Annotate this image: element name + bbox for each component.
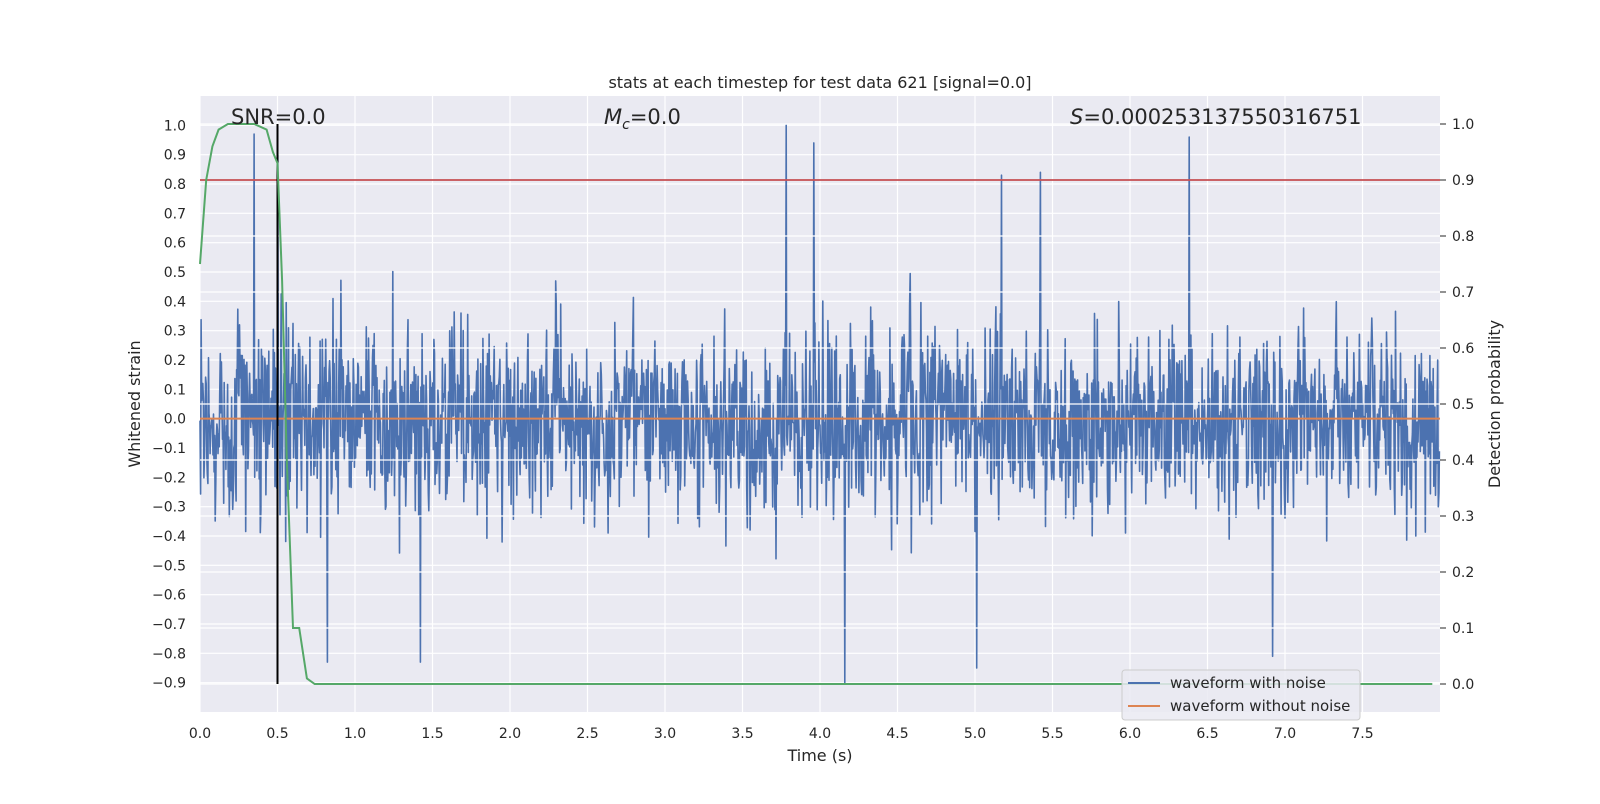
- x-tick-label: 4.0: [809, 726, 831, 742]
- ticks: 0.0 0.5 1.0 1.5 2.0 2.5 3.0 3.5 4.0 4.5 5.0 5.5 6.0 6…: [152, 117, 1474, 742]
- x-tick-label: 7.0: [1274, 726, 1296, 742]
- y-tick-label-right: 0.7: [1452, 285, 1474, 301]
- x-tick-label: 2.0: [499, 726, 521, 742]
- x-tick-label: 5.0: [964, 726, 986, 742]
- y-tick-label-left: 0.6: [164, 236, 186, 252]
- x-tick-label: 6.5: [1196, 726, 1218, 742]
- mc-annotation: Mc=0.0: [604, 105, 681, 133]
- legend-box: [1121, 669, 1361, 721]
- x-tick-label: 0.0: [189, 726, 211, 742]
- y-tick-label-right: 0.2: [1452, 565, 1474, 581]
- y-tick-label-right: 0.0: [1452, 677, 1474, 693]
- x-tick-label: 7.5: [1351, 726, 1373, 742]
- y-axis-label-left: Whitened strain: [125, 340, 144, 467]
- x-tick-label: 4.5: [886, 726, 908, 742]
- y-tick-label-right: 0.4: [1452, 453, 1474, 469]
- y-tick-label-left: −0.8: [152, 646, 186, 662]
- x-tick-label: 0.5: [266, 726, 288, 742]
- s-annotation: S=0.000253137550316751: [1070, 105, 1361, 129]
- chart-title: stats at each timestep for test data 621…: [608, 73, 1031, 92]
- y-tick-label-left: −0.2: [152, 470, 186, 486]
- y-tick-label-right: 0.8: [1452, 229, 1474, 245]
- x-tick-label: 6.0: [1119, 726, 1141, 742]
- y-tick-label-left: −0.9: [152, 676, 186, 692]
- overlays: [199, 123, 1440, 685]
- y-tick-label-right: 0.5: [1452, 397, 1474, 413]
- mc-subscript: c: [622, 117, 630, 133]
- y-tick-label-left: −0.3: [152, 500, 186, 516]
- y-tick-label-right: 0.1: [1452, 621, 1474, 637]
- y-tick-label-left: −0.7: [152, 617, 186, 633]
- y-tick-label-left: 0.7: [164, 206, 186, 222]
- y-tick-label-left: 0.0: [164, 412, 186, 428]
- y-tick-label-right: 0.9: [1452, 173, 1474, 189]
- y-tick-label-left: −0.1: [152, 441, 186, 457]
- x-tick-label: 1.0: [344, 726, 366, 742]
- y-tick-label-left: 0.1: [164, 382, 186, 398]
- y-tick-label-left: 0.4: [164, 294, 186, 310]
- x-axis-label: Time (s): [786, 746, 852, 765]
- y-tick-label-left: 0.8: [164, 177, 186, 193]
- y-axis-label-right: Detection probability: [1485, 320, 1504, 488]
- x-tick-label: 1.5: [421, 726, 443, 742]
- mc-value: =0.0: [630, 105, 681, 129]
- legend-label-noise: waveform with noise: [1170, 674, 1326, 692]
- snr-annotation: SNR=0.0: [231, 105, 326, 129]
- s-value: =0.000253137550316751: [1083, 105, 1361, 129]
- x-tick-label: 3.0: [654, 726, 676, 742]
- y-tick-label-left: −0.6: [152, 588, 186, 604]
- mc-symbol: M: [604, 105, 622, 129]
- y-tick-label-left: −0.4: [152, 529, 186, 545]
- y-tick-label-left: 0.2: [164, 353, 186, 369]
- x-tick-label: 2.5: [576, 726, 598, 742]
- detection-probability-line: [199, 123, 1433, 685]
- y-tick-label-left: 0.9: [164, 148, 186, 164]
- series-waveform-with-noise: [199, 124, 1441, 684]
- y-tick-label-right: 0.3: [1452, 509, 1474, 525]
- noise-line: [199, 124, 1441, 684]
- y-tick-label-left: 0.5: [164, 265, 186, 281]
- legend-label-clean: waveform without noise: [1170, 697, 1350, 715]
- y-tick-label-right: 1.0: [1452, 117, 1474, 133]
- y-tick-label-left: 0.3: [164, 324, 186, 340]
- legend: waveform with noise waveform without noi…: [1121, 669, 1361, 721]
- s-symbol: S: [1070, 105, 1083, 129]
- y-tick-label-left: −0.5: [152, 558, 186, 574]
- y-tick-label-left: 1.0: [164, 118, 186, 134]
- y-tick-label-right: 0.6: [1452, 341, 1474, 357]
- x-tick-label: 5.5: [1041, 726, 1063, 742]
- x-tick-label: 3.5: [731, 726, 753, 742]
